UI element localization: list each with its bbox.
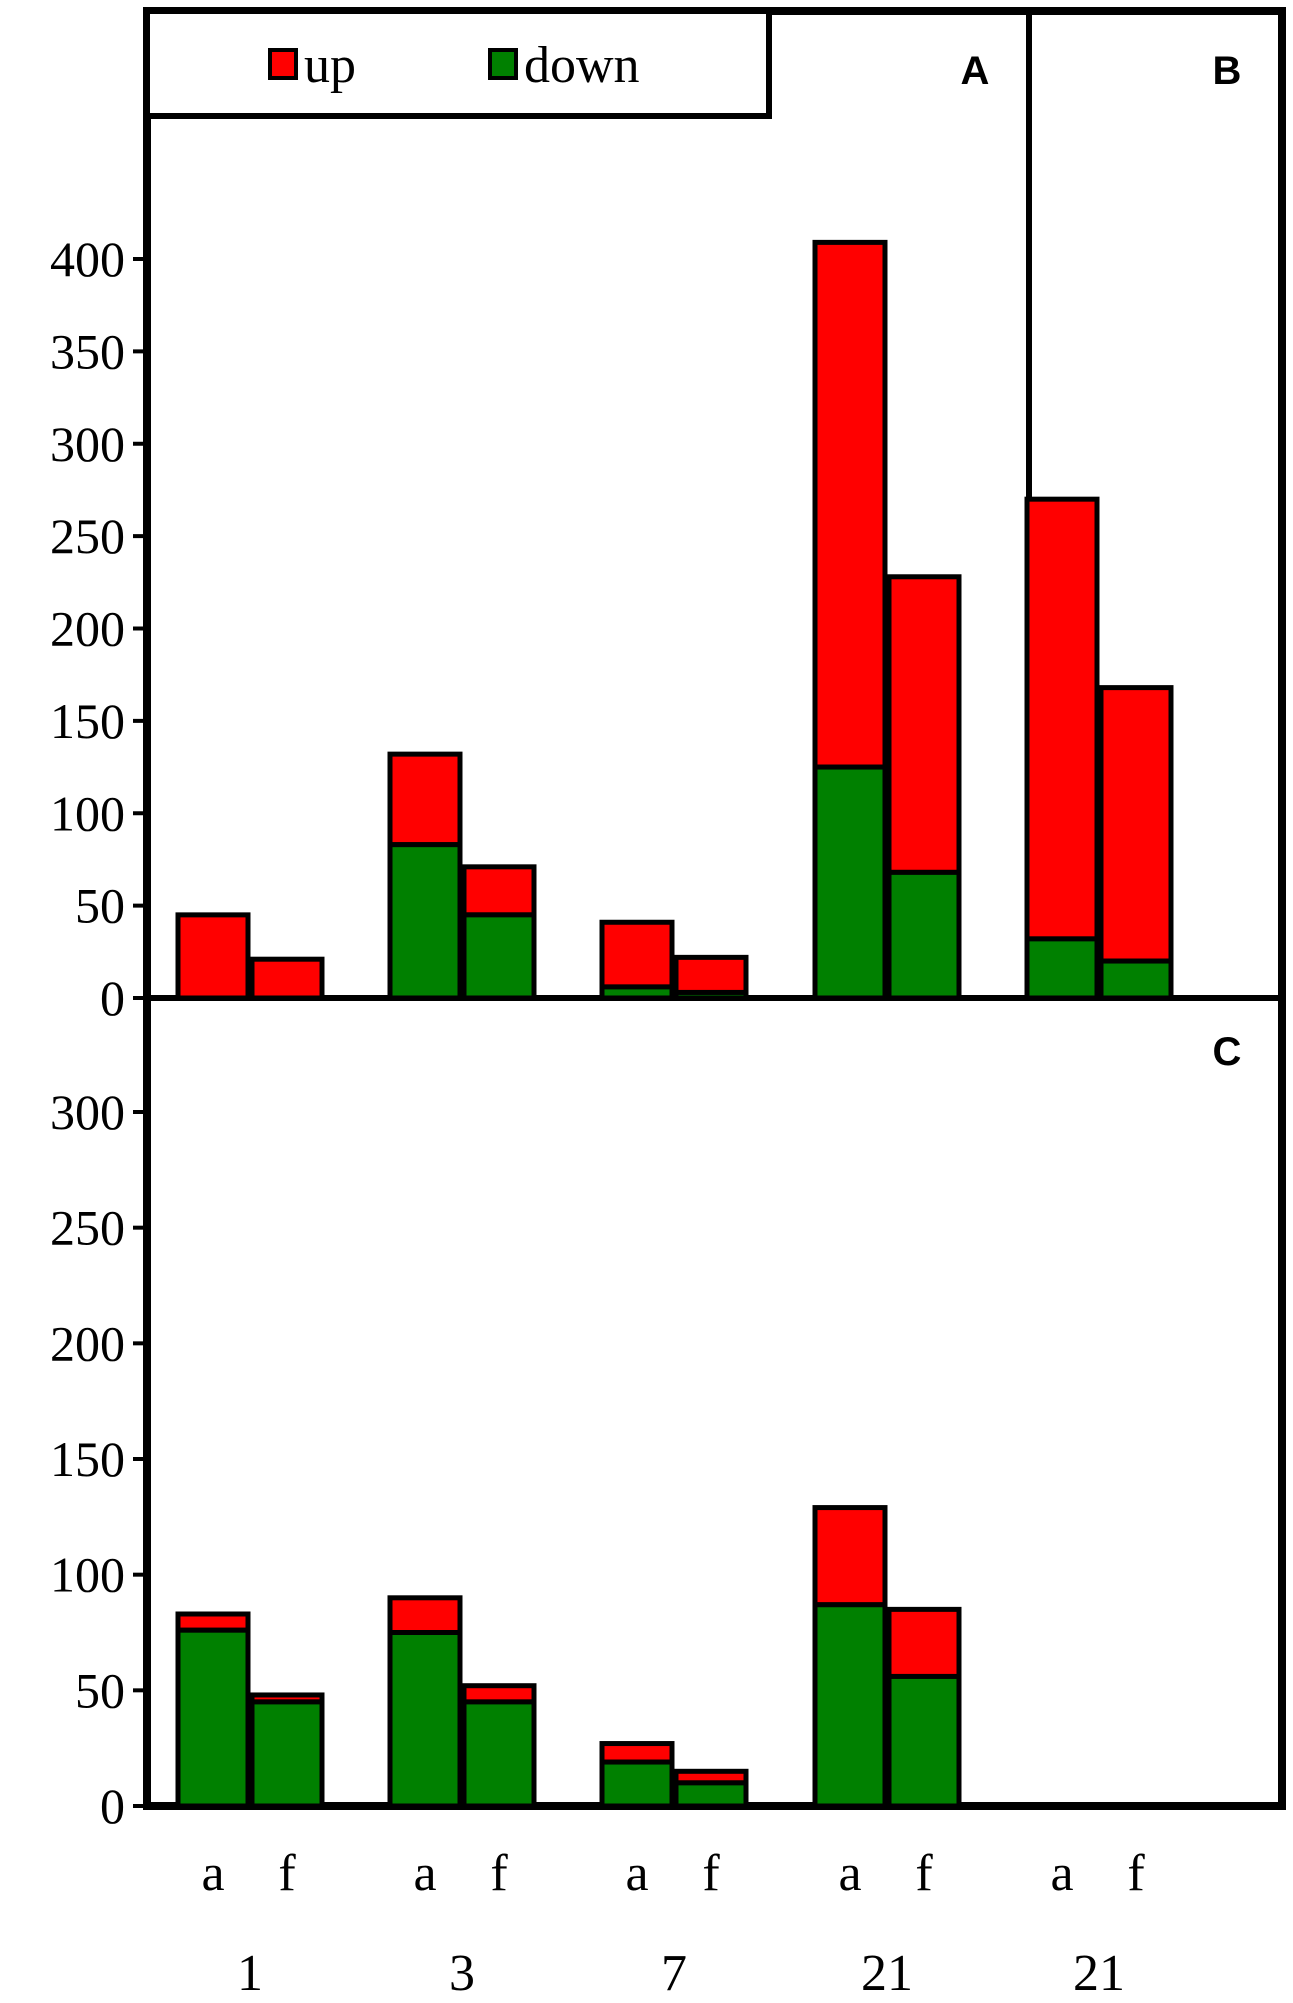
bar-segment-down [599,984,675,1001]
y-axis-top: 0 50 100 150 200 250 300 350 400 [50,231,147,1026]
y-bottom-tick-label: 250 [50,1200,125,1256]
y-top-tick-label: 350 [50,323,125,379]
legend: up down [144,8,772,119]
x-sub-label-a: a [413,1845,436,1902]
bar-segment-up [599,1741,675,1765]
bar-segment-down [175,1627,251,1809]
bar-segment-up [461,864,537,918]
y-bottom-tick-label: 0 [100,1778,125,1834]
y-top-tick-label: 400 [50,231,125,287]
y-bottom-tick-label: 100 [50,1547,125,1603]
bar-segment-down [886,1673,962,1809]
bar-segment-up [812,1505,888,1608]
bar-a-2-f [461,864,537,1001]
y-bottom-tick-label: 300 [50,1084,125,1140]
bar-c-3-a [599,1741,675,1809]
x-group-label: 1 [237,1945,263,2002]
bar-c-2-a [387,1595,463,1809]
bar-c-2-f [461,1683,537,1809]
bar-c-1-f [249,1692,325,1809]
legend-box [144,8,772,119]
y-bottom-tick-label: 50 [75,1662,125,1718]
x-sub-label-a: a [201,1845,224,1902]
legend-swatch-up [268,48,298,80]
bar-a-4-f [886,574,962,1001]
x-sub-label-a: a [838,1845,861,1902]
y-top-tick-label: 0 [100,970,125,1026]
y-top-tick-label: 100 [50,785,125,841]
y-top-tick-label: 50 [75,878,125,934]
bar-c-4-f [886,1606,962,1809]
bar-a-3-f [673,954,749,1001]
bar-segment-up [812,239,888,770]
y-top-tick-label: 250 [50,508,125,564]
bar-b-5-f [1098,685,1174,1001]
bar-segment-up [387,1595,463,1636]
legend-swatch-down [488,48,518,80]
bar-layer [175,239,1174,1809]
bar-c-4-a [812,1505,888,1809]
x-sub-label-f: f [490,1845,508,1902]
bar-c-3-f [673,1768,749,1809]
x-sub-label-f: f [1127,1845,1145,1902]
bar-a-3-a [599,919,675,1001]
y-top-tick-label: 200 [50,601,125,657]
x-sub-label-f: f [278,1845,296,1902]
bar-segment-down [461,912,537,1001]
bar-a-4-a [812,239,888,1001]
bar-segment-down [812,764,888,1001]
bar-segment-up [599,919,675,990]
x-group-label: 7 [661,1945,687,2002]
x-sub-label-a: a [625,1845,648,1902]
bar-segment-up [249,956,325,1001]
bar-segment-up [1024,496,1100,942]
x-sub-label-f: f [702,1845,720,1902]
y-top-tick-label: 300 [50,416,125,472]
x-sub-label-a: a [1050,1845,1073,1902]
panel-label-a: A [961,49,990,93]
bar-segment-down [673,1780,749,1809]
bar-a-2-a [387,751,463,1001]
y-top-tick-label: 150 [50,693,125,749]
bar-segment-up [886,574,962,875]
bar-segment-down [812,1602,888,1809]
bar-b-5-a [1024,496,1100,1001]
bar-segment-down [387,842,463,1001]
bar-segment-down [886,869,962,1001]
bar-segment-down [1024,936,1100,1001]
x-group-label: 21 [1073,1945,1125,2002]
bar-segment-down [673,989,749,1001]
panel-label-c: C [1213,1030,1242,1074]
legend-label-down: down [524,37,640,94]
bar-segment-down [387,1630,463,1809]
bar-segment-down [1098,958,1174,1001]
y-bottom-tick-label: 150 [50,1431,125,1487]
bar-segment-down [599,1759,675,1809]
bar-segment-up [387,751,463,848]
y-axis-bottom: 0 50 100 150 200 250 300 [50,1084,147,1834]
x-sub-label-f: f [915,1845,933,1902]
bar-segment-up [673,954,749,995]
bar-a-1-f [249,956,325,1001]
panel-label-b: B [1213,49,1242,93]
bar-segment-down [249,1699,325,1809]
x-group-label: 21 [861,1945,913,2002]
y-bottom-tick-label: 200 [50,1315,125,1371]
legend-label-up: up [304,37,356,94]
bar-segment-up [175,912,251,1001]
bar-segment-up [1098,685,1174,964]
x-group-label: 3 [449,1945,475,2002]
bar-a-1-a [175,912,251,1001]
bar-segment-up [886,1606,962,1679]
bar-segment-down [461,1699,537,1809]
bar-c-1-a [175,1611,251,1809]
